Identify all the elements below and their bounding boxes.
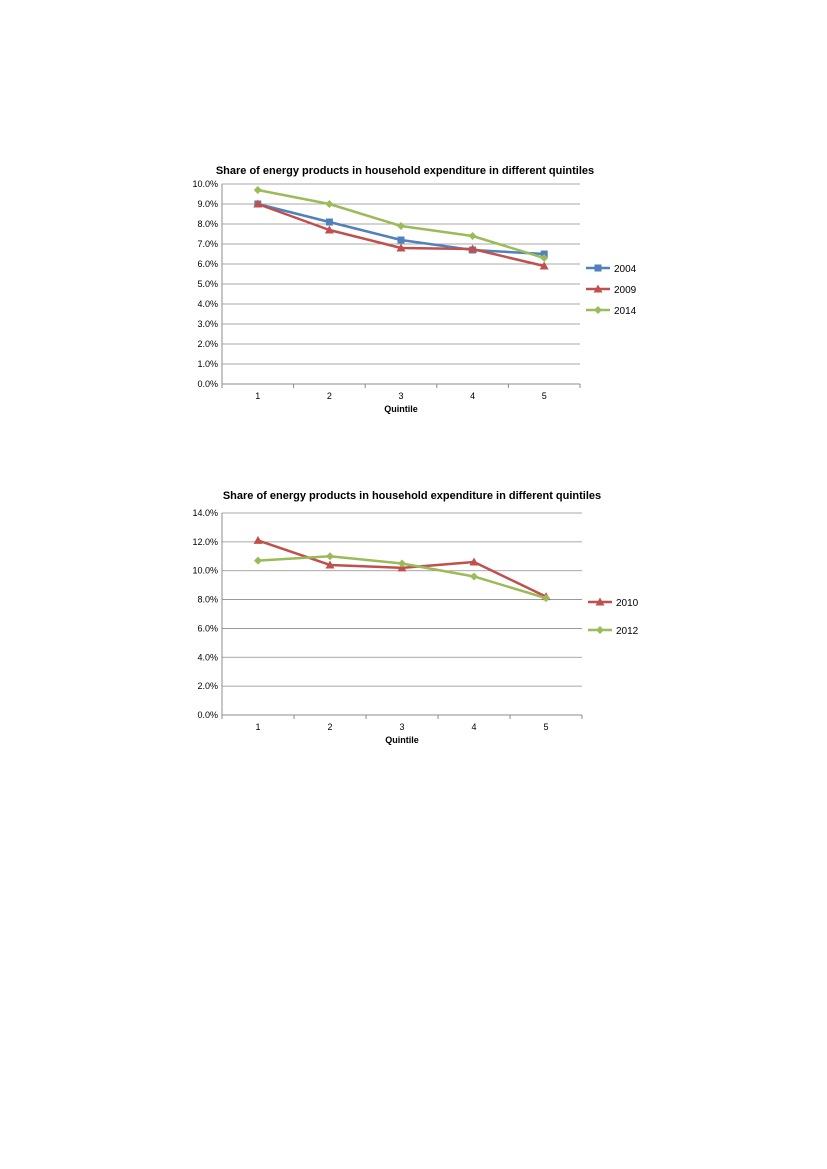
chart1-ytick-label: 10.0% <box>192 179 218 189</box>
chart1-point-2014 <box>325 200 334 208</box>
chart2-point-2010 <box>325 560 335 569</box>
chart2-xtick-label: 3 <box>399 722 404 732</box>
chart1-xtick-label: 5 <box>542 391 547 401</box>
chart1-ytick-label: 6.0% <box>197 259 218 269</box>
chart2-x-axis-title: Quintile <box>385 735 419 745</box>
line-chart-1: Share of energy products in household ex… <box>192 165 637 414</box>
chart1-xtick-label: 1 <box>255 391 260 401</box>
chart1-ytick-label: 8.0% <box>197 219 218 229</box>
chart1-ytick-label: 4.0% <box>197 299 218 309</box>
chart2-series-2010 <box>253 535 551 601</box>
chart1-ytick-label: 0.0% <box>197 379 218 389</box>
chart2-legend-label: 2010 <box>616 598 639 609</box>
chart1-point-2009 <box>324 225 334 234</box>
chart1-legend-marker <box>593 284 603 293</box>
chart-energy-share-2010-2012: Share of energy products in household ex… <box>0 480 827 780</box>
chart1-point-2014 <box>468 232 477 240</box>
chart1-legend-label: 2004 <box>614 264 637 275</box>
chart1-point-2009 <box>468 244 478 253</box>
chart1-xtick-label: 3 <box>398 391 403 401</box>
chart1-x-axis-title: Quintile <box>384 404 418 414</box>
chart1-point-2014 <box>540 254 549 262</box>
chart1-series-2009 <box>253 199 549 270</box>
chart2-ytick-label: 0.0% <box>197 710 218 720</box>
chart2-legend-marker <box>595 597 605 606</box>
chart1-legend-label: 2009 <box>614 285 637 296</box>
chart1-xtick-label: 2 <box>327 391 332 401</box>
chart2-xtick-label: 2 <box>327 722 332 732</box>
chart1-xtick-label: 4 <box>470 391 475 401</box>
chart1-point-2004 <box>397 236 405 244</box>
chart2-xtick-label: 4 <box>471 722 476 732</box>
chart1-point-2004 <box>325 218 333 226</box>
chart2-ytick-label: 8.0% <box>197 595 218 605</box>
chart2-ytick-label: 2.0% <box>197 681 218 691</box>
chart1-ytick-label: 2.0% <box>197 339 218 349</box>
chart2-legend-label: 2012 <box>616 626 639 637</box>
chart1-legend-entry-2009: 2009 <box>586 284 637 296</box>
chart1-point-2009 <box>396 243 406 252</box>
chart2-xtick-label: 5 <box>543 722 548 732</box>
chart1-ytick-label: 9.0% <box>197 199 218 209</box>
chart1-legend-marker <box>594 306 602 314</box>
chart2-point-2012 <box>254 556 262 565</box>
chart1-point-2009 <box>539 261 549 270</box>
chart2-ytick-label: 10.0% <box>192 566 218 576</box>
chart2-ytick-label: 6.0% <box>197 623 218 633</box>
chart1-point-2014 <box>397 222 405 230</box>
chart2-ytick-label: 12.0% <box>192 537 218 547</box>
chart2-xtick-label: 1 <box>255 722 260 732</box>
chart2-ytick-label: 14.0% <box>192 508 218 518</box>
chart1-point-2014 <box>253 186 262 194</box>
chart2-point-2010 <box>253 535 263 544</box>
chart2-point-2012 <box>542 594 550 603</box>
chart-energy-share-2004-2014: Share of energy products in household ex… <box>0 150 827 440</box>
chart2-legend-marker <box>596 626 604 634</box>
chart2-point-2012 <box>398 559 406 568</box>
chart1-point-2009 <box>253 199 263 208</box>
chart1-title: Share of energy products in household ex… <box>216 165 594 177</box>
chart1-ytick-label: 5.0% <box>197 279 218 289</box>
chart1-legend-entry-2014: 2014 <box>586 306 637 317</box>
chart1-ytick-label: 7.0% <box>197 239 218 249</box>
chart2-title: Share of energy products in household ex… <box>223 490 601 502</box>
chart1-ytick-label: 3.0% <box>197 319 218 329</box>
chart2-legend-entry-2012: 2012 <box>588 626 639 637</box>
chart2-point-2012 <box>470 572 478 581</box>
chart2-legend-entry-2010: 2010 <box>588 597 639 609</box>
chart1-series-line-2009 <box>257 202 545 268</box>
chart1-legend-entry-2004: 2004 <box>586 264 637 275</box>
chart2-point-2010 <box>469 557 479 566</box>
chart2-point-2012 <box>326 552 334 561</box>
chart1-series-2014 <box>253 186 549 262</box>
chart1-ytick-label: 1.0% <box>197 359 218 369</box>
chart1-legend-label: 2014 <box>614 306 637 317</box>
chart1-legend-marker <box>594 264 602 272</box>
chart2-ytick-label: 4.0% <box>197 652 218 662</box>
chart2-series-2012 <box>254 552 550 603</box>
line-chart-2: Share of energy products in household ex… <box>192 490 639 745</box>
